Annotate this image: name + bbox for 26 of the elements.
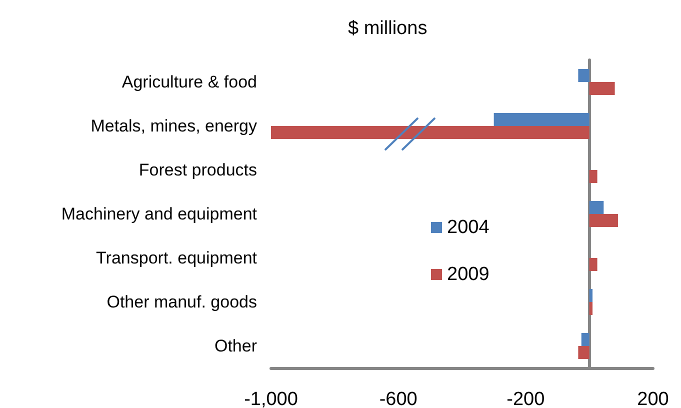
legend-label: 2009 (447, 264, 490, 285)
legend-label: 2004 (447, 217, 490, 238)
y-tick-label: Other (214, 336, 258, 356)
bar (581, 333, 590, 346)
x-tick-label: -1,000 (244, 389, 298, 408)
bar (494, 113, 590, 126)
bar (271, 126, 590, 139)
y-tick-label: Other manuf. goods (106, 292, 257, 312)
bar (578, 346, 590, 359)
bar (589, 302, 593, 315)
bar (578, 69, 590, 82)
chart-title: $ millions (348, 18, 428, 39)
y-tick-label: Forest products (138, 160, 257, 180)
y-tick-label: Transport. equipment (96, 248, 258, 268)
bar (589, 214, 618, 227)
y-tick-label: Machinery and equipment (61, 204, 258, 224)
x-tick-label: -600 (379, 389, 418, 408)
bar (589, 170, 598, 183)
bar (589, 258, 598, 271)
bar (589, 82, 615, 95)
bar (589, 201, 604, 214)
y-tick-label: Metals, mines, energy (90, 116, 258, 136)
bar (589, 289, 593, 302)
x-tick-label: -200 (506, 389, 545, 408)
x-tick-label: 200 (637, 389, 669, 408)
y-tick-label: Agriculture & food (122, 72, 257, 92)
